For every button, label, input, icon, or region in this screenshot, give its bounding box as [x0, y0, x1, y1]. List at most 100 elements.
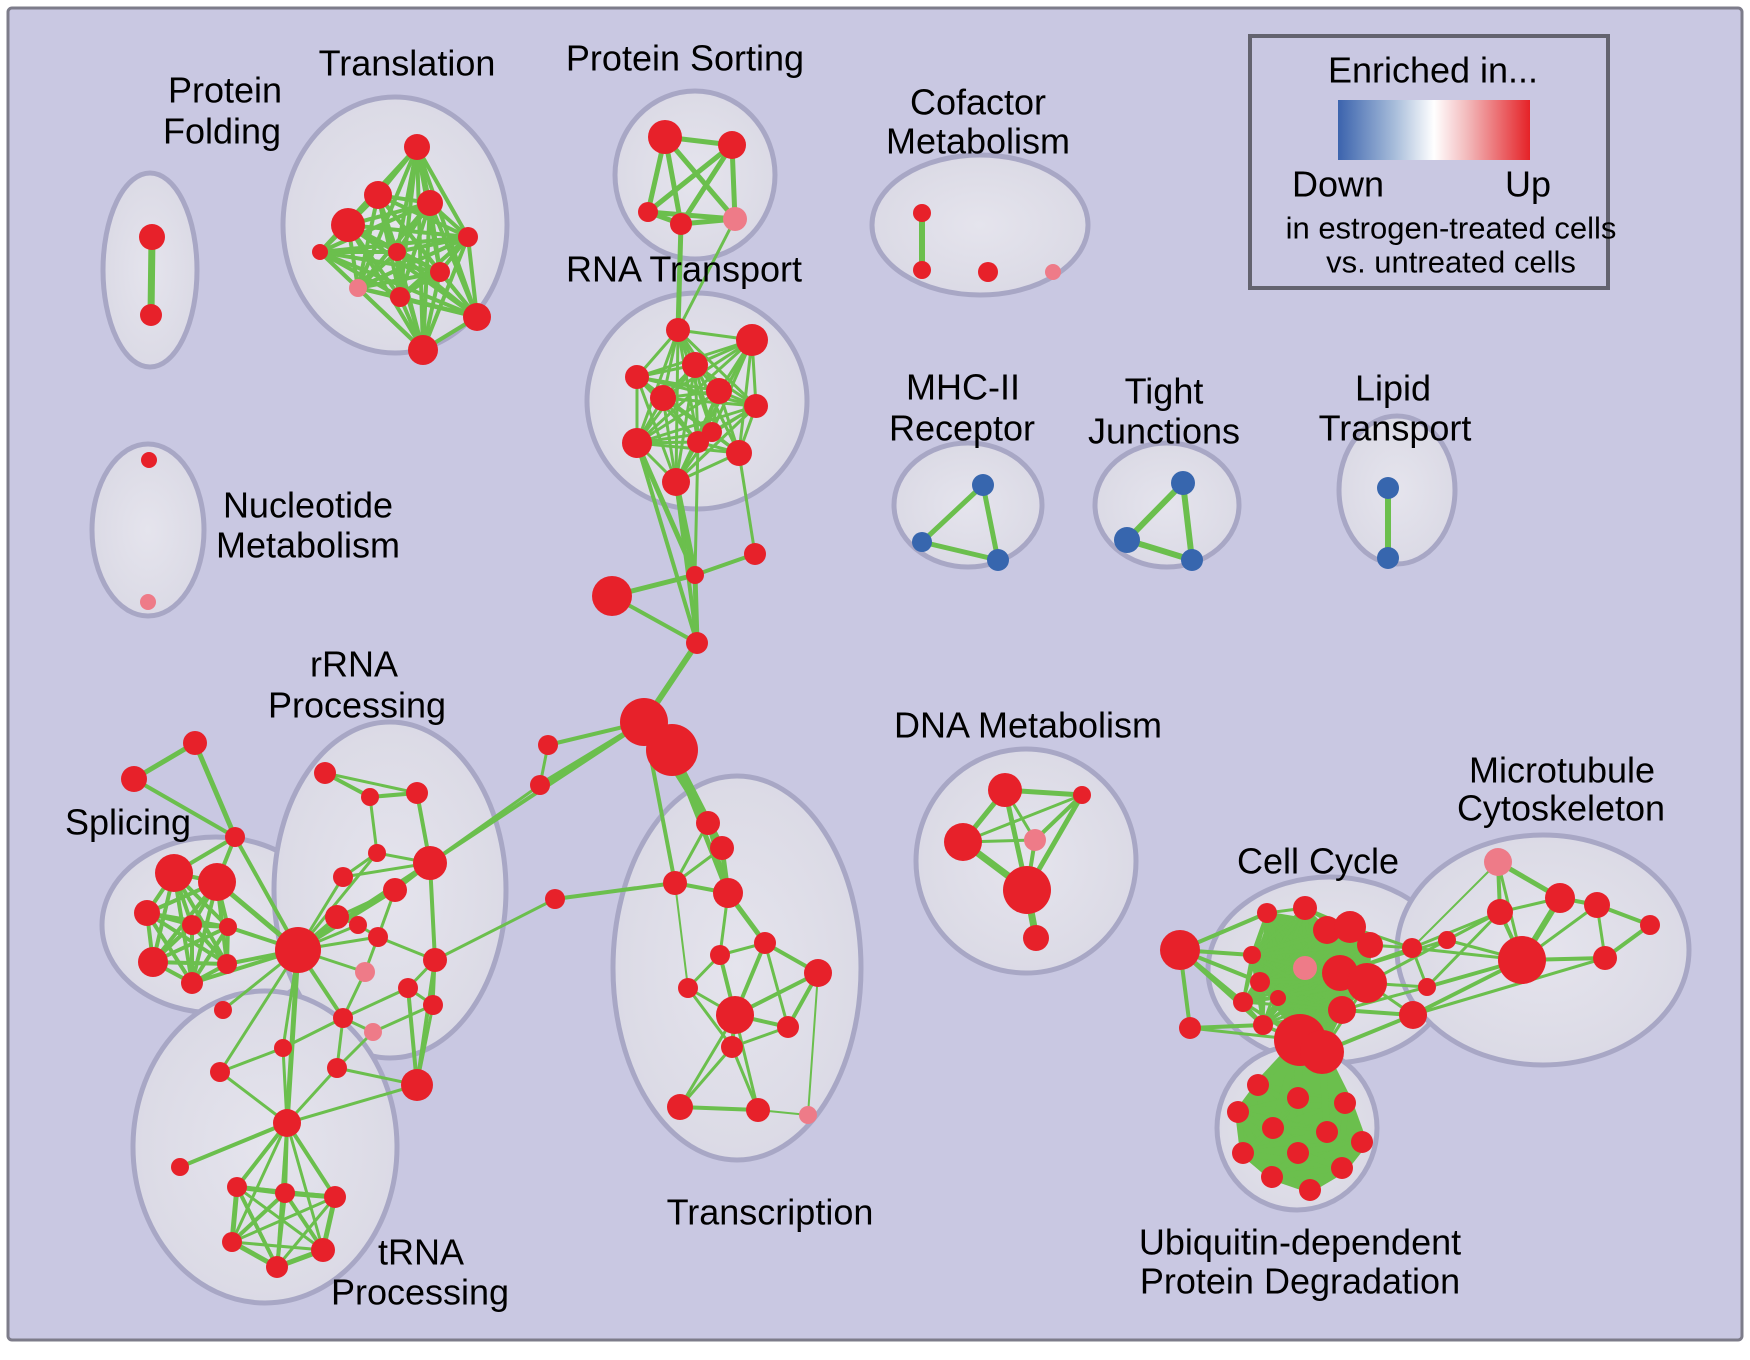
- cluster-label-mhc_ii_receptor: Receptor: [889, 408, 1035, 449]
- gene-set-node-ubiquitin_degradation-8: [1287, 1142, 1309, 1164]
- gene-set-node-trna_processing-3: [275, 1183, 295, 1203]
- cluster-label-microtubule_cytoskeleton: Microtubule: [1469, 750, 1655, 791]
- edge-rrna_processing: [218, 948, 300, 1074]
- gene-set-node-trna_processing-0: [273, 1109, 301, 1137]
- gene-set-node-rrna_processing-7: [325, 905, 349, 929]
- gene-set-node-rrna_processing-3: [368, 844, 386, 862]
- gene-set-node-splicing-0: [155, 854, 193, 892]
- gene-set-node-rna_transport-0: [666, 318, 690, 342]
- gene-set-node-microtubule_cytoskeleton-3: [1498, 936, 1546, 984]
- edge-translation: [318, 250, 442, 274]
- edge-rrna_processing: [218, 1046, 285, 1074]
- cluster-ellipse-cofactor_metabolism: [869, 152, 1091, 298]
- gene-set-node-dna_metabolism-1: [1073, 786, 1091, 804]
- gene-set-node-cofactor_metabolism-2: [978, 262, 998, 282]
- legend: Enriched in... Down Up in estrogen-treated …: [1248, 34, 1616, 290]
- edge-trna_processing: [230, 1240, 325, 1252]
- cluster-label-transcription: Transcription: [667, 1192, 874, 1233]
- gene-set-node-splicing-6: [217, 954, 237, 974]
- gene-set-node-rrna_processing-21: [275, 927, 321, 973]
- gene-set-node-cell_cycle-2: [1293, 896, 1317, 920]
- gene-set-node-microtubule_cytoskeleton-7: [1438, 931, 1456, 949]
- gene-set-node-rrna_processing-9: [368, 927, 388, 947]
- cluster-ellipse-dna_metabolism: [913, 746, 1139, 976]
- edge-link: [1411, 861, 1499, 949]
- gene-set-node-translation-4: [458, 227, 478, 247]
- gene-set-node-translation-0: [404, 134, 430, 160]
- gene-set-node-microtubule_cytoskeleton-5: [1640, 915, 1660, 935]
- cluster-label-ubiquitin_degradation: Protein Degradation: [1140, 1261, 1460, 1302]
- edge-cell_cycle: [1340, 985, 1429, 1012]
- gene-set-node-rrna_processing-16: [274, 1039, 292, 1057]
- gene-set-node-cell_cycle-0: [1160, 930, 1200, 970]
- gene-set-node-translation-5: [388, 243, 406, 261]
- gene-set-node-tight_junctions-0: [1171, 471, 1195, 495]
- edge-tight_junctions: [1124, 480, 1186, 543]
- edge-transcription: [674, 882, 689, 989]
- gene-set-node-translation-3: [417, 190, 443, 216]
- gene-set-node-rrna_processing-20: [327, 1058, 347, 1078]
- edge-rna_transport: [674, 404, 758, 484]
- edge-trna_processing: [178, 1121, 289, 1169]
- edge-rrna_processing: [406, 986, 419, 1087]
- gene-set-node-junction-7: [530, 775, 550, 795]
- edge-tight_junctions: [1180, 480, 1195, 563]
- cluster-label-nucleotide_metabolism: Metabolism: [216, 525, 400, 566]
- cluster-label-tight_junctions: Tight: [1125, 371, 1204, 412]
- gene-set-node-translation-8: [390, 287, 410, 307]
- cluster-ellipse-trna_processing: [130, 988, 400, 1306]
- gene-set-node-rna_transport-11: [702, 422, 722, 442]
- gene-set-node-tight_junctions-1: [1114, 527, 1140, 553]
- edge-transcription: [678, 1105, 760, 1112]
- edge-rna_transport: [635, 375, 758, 408]
- gene-set-node-cell_cycle-17: [1179, 1017, 1201, 1039]
- edge-translation: [356, 193, 380, 290]
- gene-set-node-cell_cycle-18: [1402, 938, 1422, 958]
- gene-set-node-rrna_processing-11: [423, 948, 447, 972]
- gene-set-node-ubiquitin_degradation-4: [1262, 1117, 1284, 1139]
- edge-rrna_processing: [415, 958, 437, 1087]
- gene-set-node-rna_transport-2: [682, 352, 708, 378]
- edge-rna_transport: [676, 328, 758, 408]
- gene-set-node-transcription-10: [721, 1036, 743, 1058]
- edge-protein_sorting: [662, 134, 738, 222]
- cluster-label-cofactor_metabolism: Metabolism: [886, 121, 1070, 162]
- edge-link: [428, 783, 542, 865]
- edge-trna_processing: [275, 1191, 287, 1269]
- gene-set-node-cell_cycle-5: [1357, 932, 1383, 958]
- gene-set-node-splicing-3: [182, 915, 202, 935]
- edge-protein_sorting: [678, 142, 735, 227]
- legend-box: [1248, 34, 1610, 290]
- gene-set-node-transcription-5: [754, 932, 776, 954]
- edge-link: [635, 441, 699, 645]
- edge-translation: [415, 145, 470, 239]
- edge-translation: [318, 201, 432, 254]
- gene-set-node-transcription-0: [696, 811, 720, 835]
- cluster-label-cofactor_metabolism: Cofactor: [910, 82, 1046, 123]
- edge-rna_transport: [661, 396, 758, 408]
- gene-set-node-transcription-4: [710, 945, 730, 965]
- nodes-layer: [121, 120, 1660, 1278]
- gene-set-node-microtubule_cytoskeleton-0: [1484, 848, 1512, 876]
- gene-set-node-rrna_processing-19: [401, 1069, 433, 1101]
- edge-link: [693, 440, 700, 577]
- gene-set-node-rrna_processing-5: [413, 846, 447, 880]
- edge-link: [1410, 910, 1502, 950]
- cluster-label-protein_sorting: Protein Sorting: [566, 38, 804, 79]
- gene-set-node-translation-7: [349, 279, 367, 297]
- gene-set-node-rna_transport-1: [736, 324, 768, 356]
- edge-link: [553, 881, 677, 901]
- cluster-ellipse-tight_junctions: [1092, 440, 1242, 570]
- cluster-label-cell_cycle: Cell Cycle: [1237, 841, 1399, 882]
- gene-set-node-cell_cycle-7: [1243, 946, 1261, 964]
- gene-set-node-microtubule_cytoskeleton-4: [1584, 892, 1610, 918]
- edge-rrna_processing: [323, 771, 419, 795]
- gene-set-node-trna_processing-1: [171, 1158, 189, 1176]
- gene-set-node-protein_folding-1: [140, 304, 162, 326]
- gene-set-node-rna_transport-10: [662, 468, 690, 496]
- gene-set-node-splicing-1: [198, 863, 236, 901]
- gene-set-node-rna_transport-9: [726, 440, 752, 466]
- gene-set-node-cell_cycle-14: [1328, 996, 1356, 1024]
